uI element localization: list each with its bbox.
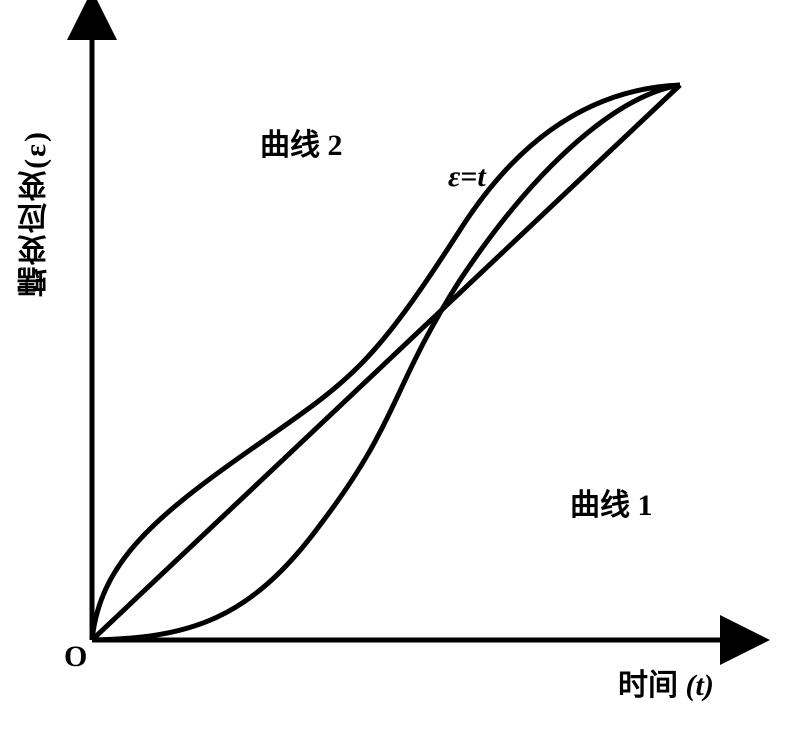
epsilon-equals-t-label: ε=t bbox=[448, 160, 486, 194]
t-symbol: t bbox=[477, 160, 485, 193]
creep-strain-chart: 蠕变应变(ε) 时间 (t) O 曲线 1 曲线 2 ε=t bbox=[0, 0, 785, 737]
diagonal-line bbox=[92, 85, 680, 640]
curve-2-label: 曲线 2 bbox=[260, 120, 343, 164]
epsilon-symbol: ε bbox=[448, 160, 460, 193]
chart-svg bbox=[0, 0, 785, 737]
y-axis-label-text: 蠕变应变(ε) bbox=[19, 130, 52, 297]
x-axis-label-time: 时间 bbox=[618, 669, 686, 702]
equals-symbol: = bbox=[460, 160, 477, 193]
x-axis-label-t: (t) bbox=[686, 669, 714, 702]
y-axis-label: 蠕变应变(ε) bbox=[14, 130, 58, 297]
x-axis-label: 时间 (t) bbox=[618, 660, 714, 704]
origin-label: O bbox=[64, 640, 87, 674]
curve-1-label: 曲线 1 bbox=[570, 480, 653, 524]
